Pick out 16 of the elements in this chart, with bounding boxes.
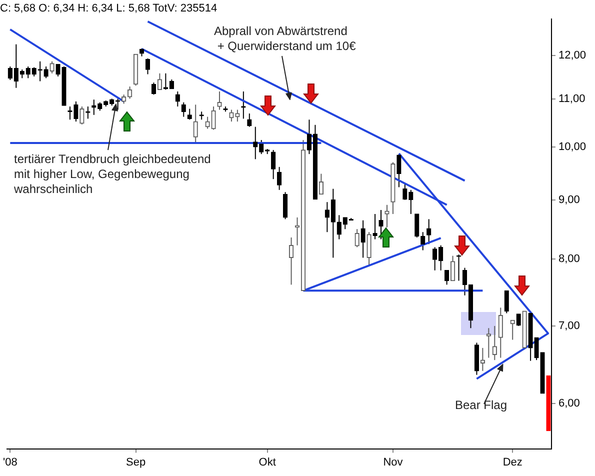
y-tick-label: 11,00: [558, 93, 586, 106]
annotation: Bear Flag: [455, 398, 508, 413]
y-tick-label: 10,00: [558, 141, 586, 154]
chart-title: C: 5,68 O: 6,34 H: 6,34 L: 5,68 TotV: 235514: [0, 2, 218, 15]
x-tick-label: Sep: [126, 456, 146, 468]
x-tick-label: Nov: [383, 456, 404, 468]
y-tick-label: 8,00: [558, 252, 580, 265]
y-tick-label: 9,00: [558, 194, 580, 206]
x-tick-label: '08: [2, 456, 18, 468]
x-tick-label: Okt: [258, 456, 276, 468]
annotation: tertiärer Trendbruch gleichbedeutend mit higher Low, Gegenbewegung wahrscheinlich: [14, 152, 211, 197]
y-tick-label: 6,00: [558, 397, 580, 410]
y-tick-label: 7,00: [558, 320, 580, 332]
x-tick-label: Dez: [502, 456, 522, 468]
y-tick-label: 12,00: [558, 50, 586, 62]
annotation: Abprall von Abwärtstrend + Querwiderstand um 10€: [214, 24, 356, 54]
